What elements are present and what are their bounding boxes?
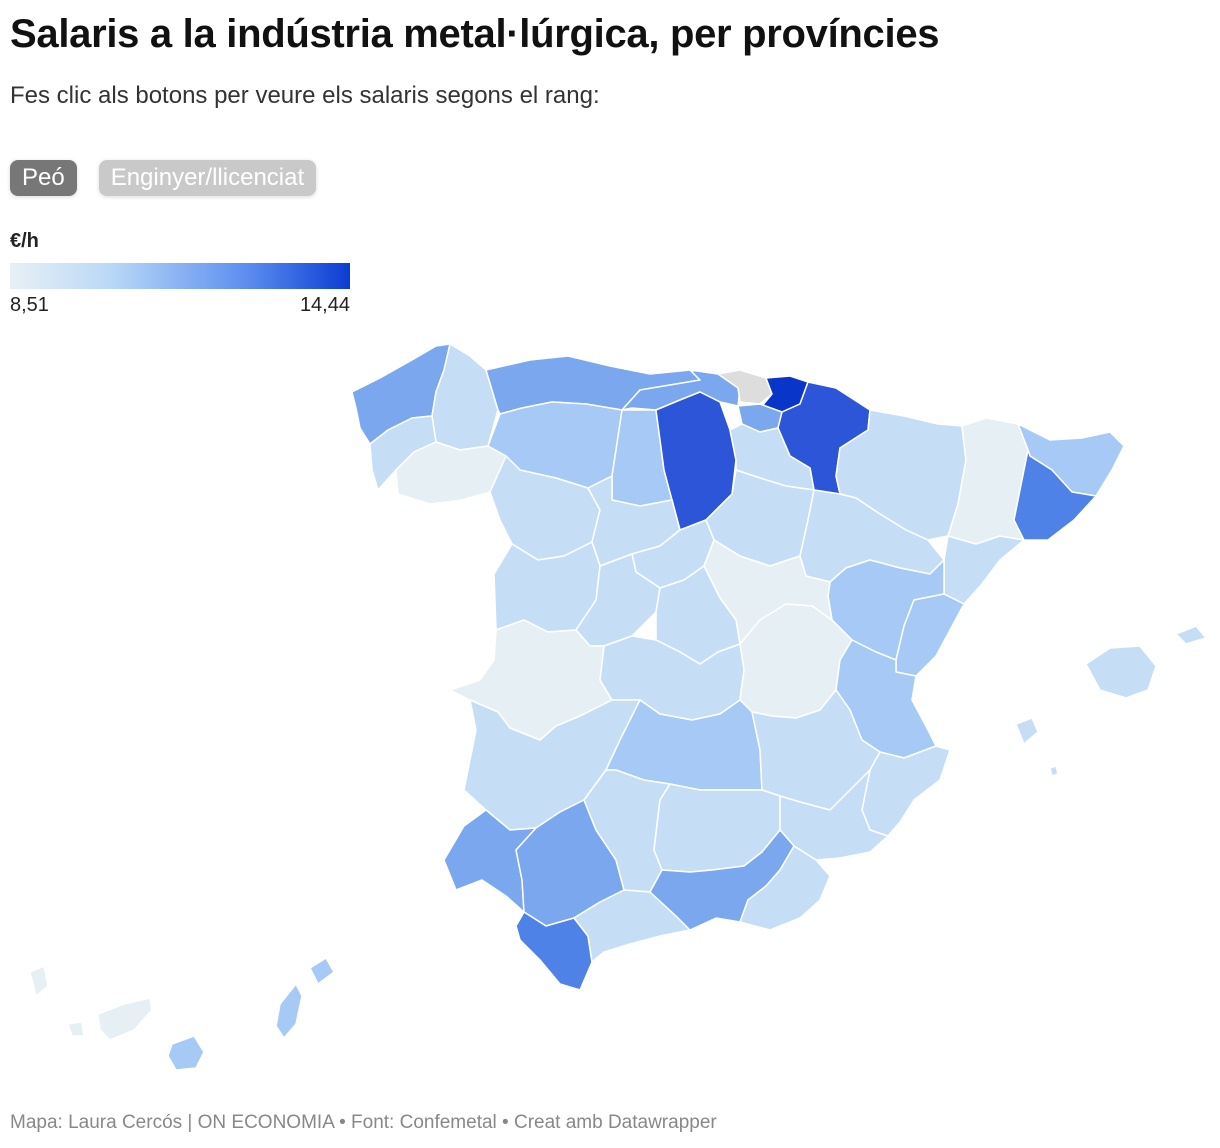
province-alicante[interactable] — [861, 745, 951, 837]
province-sc-tenerife[interactable] — [29, 965, 153, 1041]
legend-max: 14,44 — [299, 294, 350, 316]
province-barcelona[interactable] — [1013, 449, 1097, 541]
province-las-palmas[interactable] — [167, 957, 335, 1071]
legend-title: €/h — [10, 230, 39, 252]
province-tarragona[interactable] — [943, 535, 1025, 605]
peo-button[interactable]: Peó — [10, 160, 77, 196]
legend-min: 8,51 — [10, 294, 49, 316]
rank-toggle: Peó Enginyer/llicenciat — [10, 160, 317, 196]
chart-title: Salaris a la indústria metal·lúrgica, pe… — [10, 12, 940, 56]
enginyer-button[interactable]: Enginyer/llicenciat — [98, 160, 317, 196]
province-balears[interactable] — [1015, 625, 1207, 777]
legend-gradient — [10, 263, 350, 289]
province-almeria[interactable] — [739, 845, 831, 931]
province-malaga[interactable] — [573, 889, 691, 963]
province-cadiz[interactable] — [515, 911, 593, 991]
chart-footer: Mapa: Laura Cercós | ON ECONOMIA • Font:… — [10, 1112, 717, 1133]
chart-subtitle: Fes clic als botons per veure els salari… — [10, 82, 600, 109]
province-bizkaia[interactable] — [717, 369, 773, 405]
